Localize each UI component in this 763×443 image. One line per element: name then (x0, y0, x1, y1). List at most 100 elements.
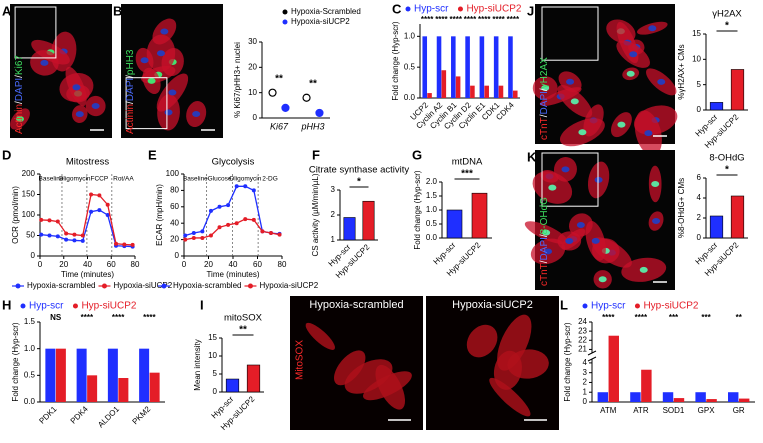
nucleus (576, 222, 585, 229)
image-label: Actinin/DAPI/Ki67 (14, 55, 25, 134)
point (260, 229, 265, 234)
x-tick-label: PDK1 (37, 404, 59, 426)
bar (706, 399, 717, 402)
nucleus (594, 176, 603, 183)
y-tick-label: 0.0 (404, 93, 416, 102)
nucleus (566, 78, 575, 85)
point (55, 234, 60, 239)
bar (471, 192, 488, 239)
panel-letter: F (312, 147, 320, 162)
nucleus (626, 70, 635, 77)
significance: * (357, 177, 361, 188)
y-tick-label: 150 (22, 190, 36, 199)
legend-label: Hyp-scr (414, 4, 449, 15)
point (234, 221, 239, 226)
phase-label: Baseline (183, 176, 208, 183)
x-tick-label: GR (733, 406, 745, 415)
chart-title: γH2AX (712, 9, 742, 20)
legend-marker (634, 303, 640, 309)
x-tick-label: 0 (38, 260, 43, 269)
label-part: / (539, 260, 550, 263)
label-part: pHH3 (125, 49, 136, 75)
y-tick-label: 10 (248, 88, 257, 97)
nucleus (542, 229, 551, 236)
bar (738, 398, 750, 402)
label-part: 8-OHdG (539, 197, 550, 234)
y-tick-label: 1.5 (426, 191, 438, 200)
bar (709, 215, 724, 239)
x-tick-label: 60 (253, 260, 262, 269)
chart-title: mitoSOX (224, 313, 263, 324)
legend-marker (282, 19, 288, 25)
image-label: MitoSOX (295, 340, 306, 380)
cell (305, 322, 336, 350)
legend-marker (247, 283, 253, 289)
significance: **** (635, 313, 648, 322)
label-part: DAPI (539, 237, 550, 260)
dot (302, 93, 311, 102)
legend-label: Hyp-siUCP2 (643, 301, 698, 312)
y-axis-label: OCR (pmol/min) (11, 186, 20, 244)
legend-label: Hypoxia-siUCP2 (291, 17, 350, 26)
cell (334, 350, 366, 386)
y-tick-label: 0.0 (426, 233, 438, 242)
phase-label: Oligomycin (58, 176, 91, 183)
bar (673, 398, 685, 402)
legend-label: Hypoxia-siUCP2 (113, 281, 172, 290)
x-tick-label: ATM (600, 406, 617, 415)
label-part: / (14, 75, 25, 78)
panel-letter: K (527, 149, 537, 164)
y-tick-label: 2.0 (426, 177, 438, 186)
chart-title: 8-OHdG (709, 153, 744, 164)
y-tick-label: 40 (170, 218, 179, 227)
bar (76, 348, 87, 402)
legend-label: Hyp-siUCP2 (81, 301, 136, 312)
y-tick-label: 50 (26, 231, 35, 240)
y-tick-label: 100 (166, 169, 180, 178)
point (64, 237, 69, 242)
significance: **** (464, 15, 477, 24)
point (89, 192, 94, 197)
y-tick-label: 60 (170, 202, 179, 211)
nucleus (639, 266, 648, 273)
nucleus (648, 25, 657, 32)
nucleus (147, 77, 156, 84)
point (64, 231, 69, 236)
phase-label: 2-DG (262, 176, 278, 183)
y-axis-label: CS activity (µM/min/µL) (311, 173, 320, 256)
point (122, 242, 127, 247)
y-tick-label: 0 (697, 233, 702, 242)
y-axis-label: Fold change (Hyp-scr) (563, 322, 572, 401)
significance: **** (449, 15, 462, 24)
legend-label: Hyp-scr (29, 301, 64, 312)
nucleus (578, 129, 587, 136)
y-tick-label: 1.0 (404, 31, 416, 40)
bar (343, 217, 356, 241)
significance: **** (143, 313, 156, 322)
label-part: Actinin (125, 104, 136, 134)
y-tick-label: 24 (578, 317, 587, 326)
nucleus (160, 28, 169, 35)
nucleus (16, 115, 25, 122)
y-tick-label: 200 (22, 169, 36, 178)
significance: NS (50, 313, 62, 322)
inset (125, 77, 168, 130)
point (47, 218, 52, 223)
point (217, 204, 222, 209)
significance: **** (478, 15, 491, 24)
label-part: DAPI (14, 78, 25, 101)
point (72, 232, 77, 237)
label-part: γH2AX (539, 57, 550, 88)
significance: **** (507, 15, 520, 24)
x-tick-label: 40 (83, 260, 92, 269)
point (251, 188, 256, 193)
significance: *** (461, 169, 473, 180)
x-tick-label: 20 (204, 260, 213, 269)
nucleus (548, 184, 557, 191)
inset (541, 152, 599, 207)
point (97, 193, 102, 198)
panel-letter: H (2, 297, 11, 312)
chart-title: Glycolysis (212, 157, 255, 168)
y-tick-label: 1.0 (426, 205, 438, 214)
point (226, 203, 231, 208)
